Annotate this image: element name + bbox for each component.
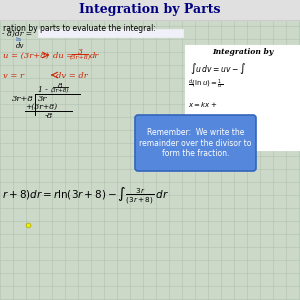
Text: +(3r+8): +(3r+8) <box>25 103 57 111</box>
Text: dv = dr: dv = dr <box>56 72 88 80</box>
Text: $= \ln|u|$: $= \ln|u|$ <box>188 115 213 126</box>
Bar <box>185 45 300 150</box>
Text: 3: 3 <box>78 48 82 56</box>
Text: Remember:  We write the
remainder over the divisor to
form the fraction.: Remember: We write the remainder over th… <box>139 128 252 158</box>
Text: 1 -: 1 - <box>38 86 48 94</box>
Bar <box>38 29 183 37</box>
Text: $\frac{d}{\,}(\ln u) = \frac{1}{u}$: $\frac{d}{\,}(\ln u) = \frac{1}{u}$ <box>188 78 223 92</box>
Text: (3r+8): (3r+8) <box>51 88 69 93</box>
Text: 3r+8: 3r+8 <box>12 95 34 103</box>
Text: (3r+8): (3r+8) <box>69 55 91 60</box>
Text: Integration by: Integration by <box>212 48 273 56</box>
Text: du =: du = <box>53 52 74 60</box>
Text: v = r: v = r <box>3 72 24 80</box>
Text: ln: ln <box>16 37 22 42</box>
Text: Integration by Parts: Integration by Parts <box>79 4 221 16</box>
Text: - 8)dr =: - 8)dr = <box>2 30 32 38</box>
FancyBboxPatch shape <box>135 115 256 171</box>
Text: 3r: 3r <box>38 95 47 103</box>
Text: $r+8)dr = r\ln(3r+8) - \int \frac{3r}{(3r+8)}\,dr$: $r+8)dr = r\ln(3r+8) - \int \frac{3r}{(3… <box>2 185 169 206</box>
Text: 8: 8 <box>58 82 62 90</box>
Text: dr: dr <box>90 52 99 60</box>
Text: u = (3r+8): u = (3r+8) <box>3 52 49 60</box>
Bar <box>0 0 300 20</box>
Text: ration by parts to evaluate the integral:: ration by parts to evaluate the integral… <box>3 24 156 33</box>
Text: -8: -8 <box>45 112 53 120</box>
Text: $x = kx +$: $x = kx +$ <box>188 100 218 109</box>
Text: $\int u\,dv = uv -\int$: $\int u\,dv = uv -\int$ <box>190 61 246 76</box>
Text: dv: dv <box>16 42 25 50</box>
